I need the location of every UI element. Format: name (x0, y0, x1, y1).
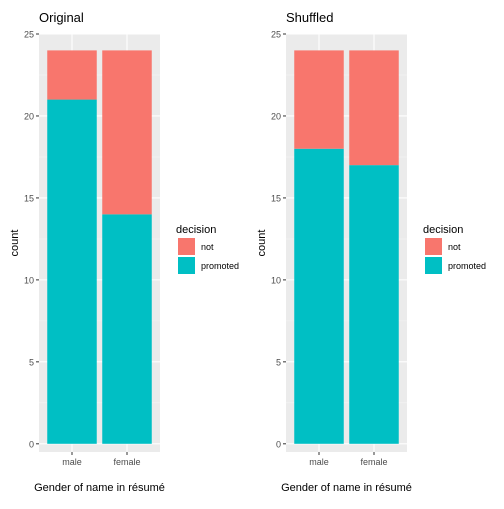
y-tick-label: 10 (24, 275, 34, 285)
bar-not-male (294, 50, 344, 149)
legend-key-not (425, 238, 442, 255)
y-tick-label: 0 (276, 439, 281, 449)
legend-title: decision (423, 224, 463, 236)
legend-title: decision (176, 224, 216, 236)
x-tick-label: female (360, 457, 387, 467)
legend-label-promoted: promoted (448, 261, 486, 271)
bar-not-female (349, 50, 399, 166)
y-tick-label: 5 (29, 357, 34, 367)
legend: decision not promoted (176, 224, 239, 274)
bar-not-female (102, 50, 152, 215)
y-tick-label: 25 (24, 30, 34, 40)
y-tick-label: 10 (271, 275, 281, 285)
y-tick-label: 25 (271, 30, 281, 40)
chart-panel-original: 0 5 10 15 20 25 male female Original Gender of na… (9, 10, 239, 494)
bar-not-male (47, 50, 97, 100)
x-tick-label: male (62, 457, 82, 467)
x-axis-label: Gender of name in résumé (281, 482, 412, 494)
y-tick-label: 15 (271, 193, 281, 203)
bar-promoted-male (47, 99, 97, 444)
legend-label-not: not (448, 242, 461, 252)
legend-label-not: not (201, 242, 214, 252)
y-tick-label: 20 (271, 111, 281, 121)
legend-key-not (178, 238, 195, 255)
legend: decision not promoted (423, 224, 486, 274)
y-tick-label: 0 (29, 439, 34, 449)
y-tick-label: 5 (276, 357, 281, 367)
y-tick-label: 20 (24, 111, 34, 121)
chart-title: Original (39, 10, 84, 25)
x-tick-label: male (309, 457, 329, 467)
y-axis-label: count (256, 230, 268, 257)
legend-key-promoted (425, 257, 442, 274)
legend-label-promoted: promoted (201, 261, 239, 271)
x-axis-label: Gender of name in résumé (34, 482, 165, 494)
bar-promoted-male (294, 148, 344, 444)
x-tick-label: female (113, 457, 140, 467)
bar-promoted-female (349, 165, 399, 444)
chart-panel-shuffled: 0 5 10 15 20 25 male female Shuffled Gender of na… (256, 10, 486, 494)
chart-title: Shuffled (286, 10, 333, 25)
y-axis-label: count (9, 230, 21, 257)
y-tick-label: 15 (24, 193, 34, 203)
legend-key-promoted (178, 257, 195, 274)
bar-promoted-female (102, 214, 152, 444)
